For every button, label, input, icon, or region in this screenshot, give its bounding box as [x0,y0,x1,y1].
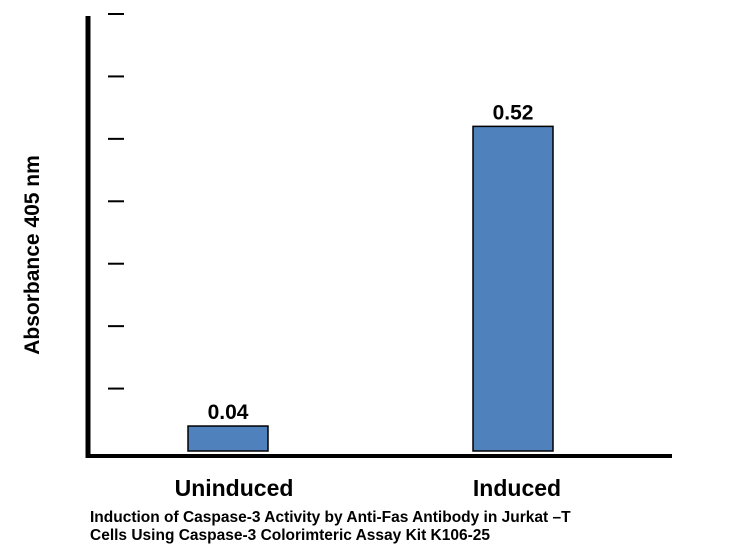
category-label-uninduced: Uninduced [175,475,294,500]
caption-line-2: Cells Using Caspase-3 Colorimteric Assay… [90,527,491,544]
category-labels: Uninduced Induced [175,475,562,500]
data-label-induced: 0.52 [493,101,534,124]
bar-induced [472,125,554,452]
data-label-uninduced: 0.04 [208,401,249,424]
y-axis-ticks [108,13,124,390]
bar-chart: Absorbance 405 nm 0.04 0.52 Uninduced Indu… [21,13,672,500]
data-labels: 0.04 0.52 [208,101,534,424]
caption-line-1: Induction of Caspase-3 Activity by Anti-… [90,509,571,526]
y-axis-label: Absorbance 405 nm [21,155,44,355]
bar-uninduced [187,425,269,452]
category-label-induced: Induced [473,475,561,500]
bars [187,125,554,452]
